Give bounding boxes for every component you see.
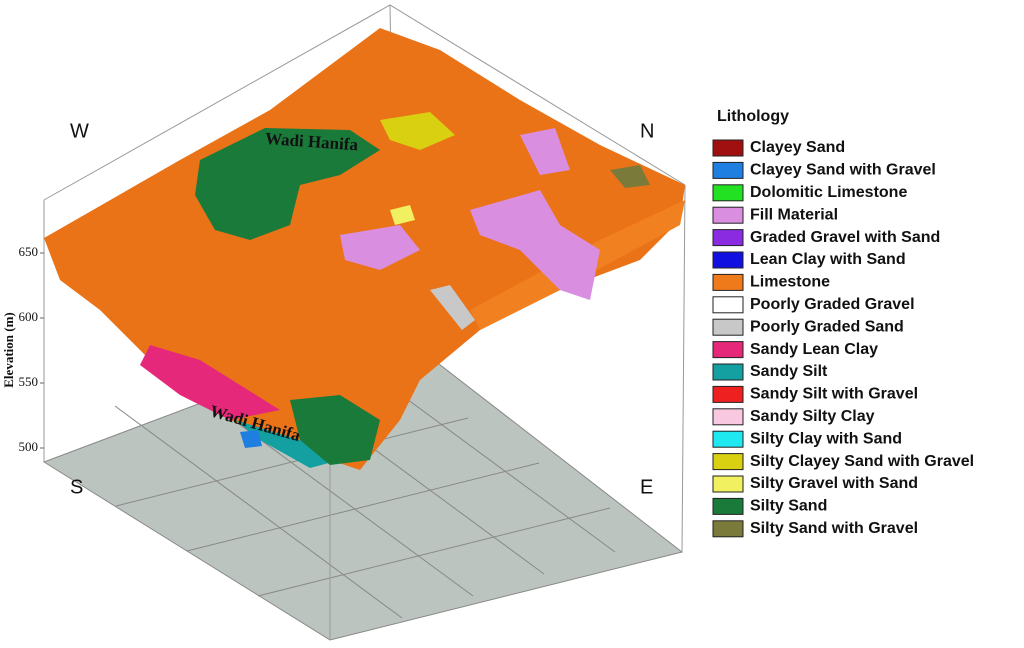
teal-zone [235,420,340,468]
legend-swatch [712,251,744,269]
legend-swatch [712,318,744,336]
legend-swatch [712,520,744,538]
blue-zone [240,430,262,448]
legend-label: Silty Sand with Gravel [750,520,918,537]
legend-swatch [712,475,744,493]
legend-label: Sandy Silt with Gravel [750,386,918,403]
legend-label: Poorly Graded Sand [750,318,904,335]
legend-swatch [712,453,744,471]
legend-label: Limestone [750,274,830,291]
direction-label: E [640,476,653,498]
pink-zone [140,345,280,420]
legend-label: Lean Clay with Sand [750,251,906,268]
legend-label: Dolomitic Limestone [750,184,907,201]
legend-label: Fill Material [750,206,838,223]
legend-label: Clayey Sand with Gravel [750,162,936,179]
legend-swatch [712,430,744,448]
legend-title: Lithology [717,108,789,125]
legend-label: Sandy Silty Clay [750,408,875,425]
y-tick-label: 650 [19,244,39,259]
sand-zone [430,285,475,330]
y-tick-label: 550 [19,374,39,389]
green-zone [290,395,380,465]
legend-swatch [712,497,744,515]
fill-zone [470,190,600,300]
y-tick-label: 500 [19,439,39,454]
legend-label: Silty Clayey Sand with Gravel [750,453,974,470]
fill-zone [340,225,420,270]
legend-swatch [712,229,744,247]
legend-label: Graded Gravel with Sand [750,229,940,246]
gravel-zone [610,165,650,188]
yellow-zone [390,205,415,225]
legend-swatch [712,184,744,202]
legend-swatch [712,161,744,179]
legend-label: Sandy Silt [750,363,828,380]
silty-sand-zone [195,128,380,240]
legend-label: Silty Sand [750,498,827,515]
legend-swatch [712,408,744,426]
legend-swatch [712,363,744,381]
fill-zone [520,128,570,175]
direction-label: W [70,120,89,142]
y-tick-label: 600 [19,309,39,324]
legend-swatch [712,385,744,403]
legend-swatch [712,273,744,291]
legend-label: Clayey Sand [750,139,845,156]
direction-label: N [640,120,654,142]
legend-swatch [712,206,744,224]
legend-label: Silty Gravel with Sand [750,475,918,492]
legend-label: Sandy Lean Clay [750,341,878,358]
legend-label: Silty Clay with Sand [750,430,902,447]
legend-label: Poorly Graded Gravel [750,296,915,313]
axis-label: Elevation (m) [1,312,16,387]
legend-swatch [712,341,744,359]
direction-label: S [70,476,83,498]
yellow-zone [380,112,455,150]
legend-swatch [712,139,744,157]
legend-swatch [712,296,744,314]
